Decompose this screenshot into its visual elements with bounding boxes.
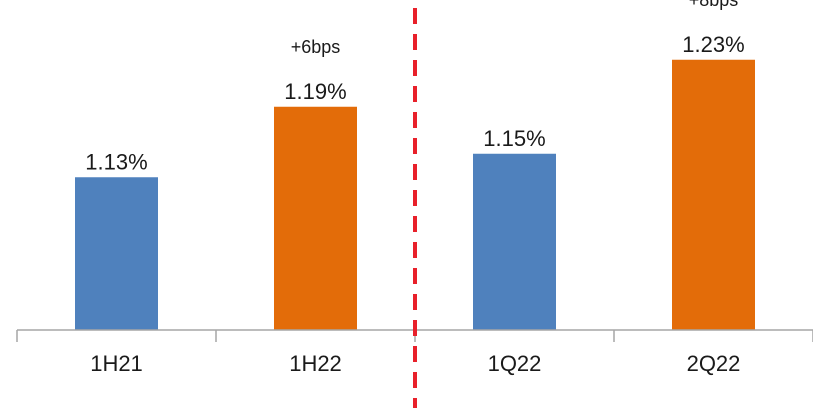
bar-1q22 bbox=[473, 153, 556, 330]
bars-group bbox=[75, 59, 755, 330]
bar-2q22 bbox=[672, 59, 755, 330]
annotations-group: +6bps +8bps bbox=[291, 0, 739, 57]
category-label-1q22: 1Q22 bbox=[488, 351, 542, 376]
category-label-1h21: 1H21 bbox=[90, 351, 143, 376]
bar-1h22 bbox=[274, 106, 357, 330]
data-label-1h22: 1.19% bbox=[284, 79, 346, 104]
category-labels-group: 1H21 1H22 1Q22 2Q22 bbox=[90, 351, 740, 376]
data-labels-group: 1.13% 1.19% 1.15% 1.23% bbox=[85, 32, 744, 175]
bar-1h21 bbox=[75, 177, 158, 330]
category-label-1h22: 1H22 bbox=[289, 351, 342, 376]
data-label-2q22: 1.23% bbox=[682, 32, 744, 57]
category-label-2q22: 2Q22 bbox=[687, 351, 741, 376]
data-label-1h21: 1.13% bbox=[85, 149, 147, 174]
annotation-1h22: +6bps bbox=[291, 37, 341, 57]
annotation-2q22: +8bps bbox=[689, 0, 739, 10]
data-label-1q22: 1.15% bbox=[483, 126, 545, 151]
